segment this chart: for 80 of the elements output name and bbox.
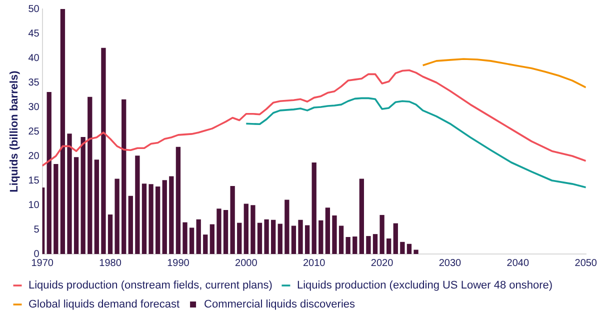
bar — [284, 200, 290, 254]
bar — [94, 160, 100, 254]
bar — [210, 224, 215, 254]
bar — [189, 228, 194, 254]
bar — [264, 219, 269, 254]
bar — [60, 9, 66, 254]
y-tick-label: 0 — [34, 248, 40, 260]
bar — [380, 214, 384, 254]
x-tick-label: 1980 — [99, 258, 122, 269]
bar — [182, 222, 188, 254]
x-tick-label: 2000 — [235, 258, 258, 269]
bar — [223, 210, 228, 254]
bar — [366, 236, 371, 254]
bar — [142, 184, 147, 254]
bar — [257, 222, 262, 254]
x-tick-label: 2040 — [506, 258, 530, 269]
bar — [67, 134, 72, 254]
x-tick-label: 2030 — [438, 258, 462, 269]
legend-label: Liquids production (onstream fields, current plans) — [28, 280, 272, 292]
y-tick-label: 50 — [28, 4, 40, 15]
bar — [203, 234, 208, 254]
bar — [346, 237, 350, 254]
bar — [386, 238, 392, 254]
bar — [108, 214, 113, 254]
bar — [352, 236, 358, 254]
bar — [400, 242, 405, 254]
bar — [162, 180, 167, 254]
x-tick-label: 2050 — [574, 258, 598, 269]
legend-label: Commercial liquids discoveries — [204, 298, 356, 311]
bar — [291, 226, 296, 254]
bar — [414, 250, 418, 254]
bar — [325, 208, 330, 254]
y-tick-label: 5 — [34, 224, 40, 236]
bar — [338, 226, 344, 254]
legend-label: Global liquids demand forecast — [28, 298, 180, 311]
bar — [128, 196, 133, 254]
bar — [88, 96, 92, 254]
y-tick-label: 10 — [28, 200, 40, 211]
bar — [135, 156, 140, 254]
bar — [114, 178, 120, 254]
y-tick-label: 30 — [28, 102, 40, 113]
y-tick-label: 20 — [28, 150, 40, 162]
bar — [250, 205, 256, 254]
bar — [156, 186, 160, 254]
bar — [406, 244, 412, 254]
y-tick-label: 35 — [28, 77, 40, 88]
x-tick-label: 1970 — [31, 258, 54, 269]
bar — [359, 178, 364, 254]
bar — [304, 225, 310, 254]
bar — [372, 234, 378, 254]
x-tick-label: 2020 — [370, 258, 394, 269]
x-tick-label: 2010 — [302, 258, 326, 269]
bar — [122, 99, 126, 254]
bar — [298, 220, 303, 254]
bar — [54, 164, 58, 254]
bar — [74, 157, 79, 254]
bar — [46, 92, 52, 254]
bar — [101, 48, 106, 254]
y-tick-label: 40 — [28, 52, 40, 64]
bar — [318, 220, 324, 254]
bar — [393, 223, 398, 254]
y-tick-label: 45 — [28, 28, 40, 40]
bar — [332, 215, 337, 254]
bar — [237, 222, 242, 254]
bar — [176, 146, 181, 254]
y-tick-label: 15 — [28, 175, 40, 186]
bar — [216, 208, 222, 254]
bar — [278, 224, 282, 254]
bar — [169, 176, 174, 254]
x-tick-label: 1990 — [167, 258, 190, 269]
y-tick-label: 25 — [28, 126, 40, 138]
bar — [148, 184, 154, 254]
legend-label: Liquids production (excluding US Lower 48 onshore) — [296, 280, 553, 292]
bar — [271, 220, 276, 254]
bar — [230, 186, 235, 254]
bar — [196, 219, 201, 254]
bar — [312, 162, 316, 254]
bar — [244, 204, 248, 254]
bar — [80, 137, 86, 254]
y-axis-title: Liquids (billion barrels) — [8, 70, 21, 192]
